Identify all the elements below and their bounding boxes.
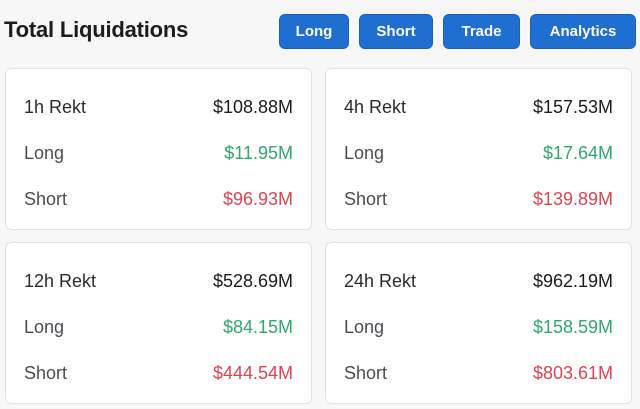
short-label: Short bbox=[24, 362, 68, 383]
trade-button[interactable]: Trade bbox=[443, 14, 520, 49]
header: Total Liquidations Long Short Trade Anal… bbox=[0, 0, 640, 64]
period-label: 1h Rekt bbox=[24, 96, 87, 117]
total-row: 24h Rekt $962.19M bbox=[344, 269, 613, 293]
long-row: Long $158.59M bbox=[344, 315, 613, 339]
long-row: Long $17.64M bbox=[344, 141, 613, 165]
long-value: $84.15M bbox=[222, 316, 293, 337]
period-label: 24h Rekt bbox=[344, 270, 417, 291]
total-value: $962.19M bbox=[532, 270, 613, 291]
total-row: 4h Rekt $157.53M bbox=[344, 95, 613, 119]
total-row: 1h Rekt $108.88M bbox=[24, 95, 293, 119]
long-label: Long bbox=[344, 142, 385, 163]
total-value: $108.88M bbox=[212, 96, 293, 117]
short-row: Short $139.89M bbox=[344, 187, 613, 211]
long-value: $17.64M bbox=[542, 142, 613, 163]
period-label: 4h Rekt bbox=[344, 96, 407, 117]
analytics-button[interactable]: Analytics bbox=[530, 14, 636, 49]
liquidation-card-1h: 1h Rekt $108.88M Long $11.95M Short $96.… bbox=[5, 68, 312, 230]
total-row: 12h Rekt $528.69M bbox=[24, 269, 293, 293]
short-value: $139.89M bbox=[532, 188, 613, 209]
short-row: Short $803.61M bbox=[344, 361, 613, 385]
total-value: $157.53M bbox=[532, 96, 613, 117]
short-label: Short bbox=[344, 362, 388, 383]
short-value: $96.93M bbox=[222, 188, 293, 209]
short-row: Short $444.54M bbox=[24, 361, 293, 385]
long-label: Long bbox=[24, 142, 65, 163]
liquidation-card-4h: 4h Rekt $157.53M Long $17.64M Short $139… bbox=[325, 68, 632, 230]
long-row: Long $84.15M bbox=[24, 315, 293, 339]
liquidation-card-12h: 12h Rekt $528.69M Long $84.15M Short $44… bbox=[5, 242, 312, 404]
short-value: $803.61M bbox=[532, 362, 613, 383]
long-row: Long $11.95M bbox=[24, 141, 293, 165]
short-value: $444.54M bbox=[212, 362, 293, 383]
page-title: Total Liquidations bbox=[4, 17, 189, 42]
short-button[interactable]: Short bbox=[359, 14, 433, 49]
total-value: $528.69M bbox=[212, 270, 293, 291]
long-value: $11.95M bbox=[224, 142, 293, 163]
short-row: Short $96.93M bbox=[24, 187, 293, 211]
liquidation-card-24h: 24h Rekt $962.19M Long $158.59M Short $8… bbox=[325, 242, 632, 404]
long-label: Long bbox=[24, 316, 65, 337]
short-label: Short bbox=[344, 188, 388, 209]
long-label: Long bbox=[344, 316, 385, 337]
long-button[interactable]: Long bbox=[279, 14, 349, 49]
short-label: Short bbox=[24, 188, 68, 209]
period-label: 12h Rekt bbox=[24, 270, 97, 291]
long-value: $158.59M bbox=[532, 316, 613, 337]
